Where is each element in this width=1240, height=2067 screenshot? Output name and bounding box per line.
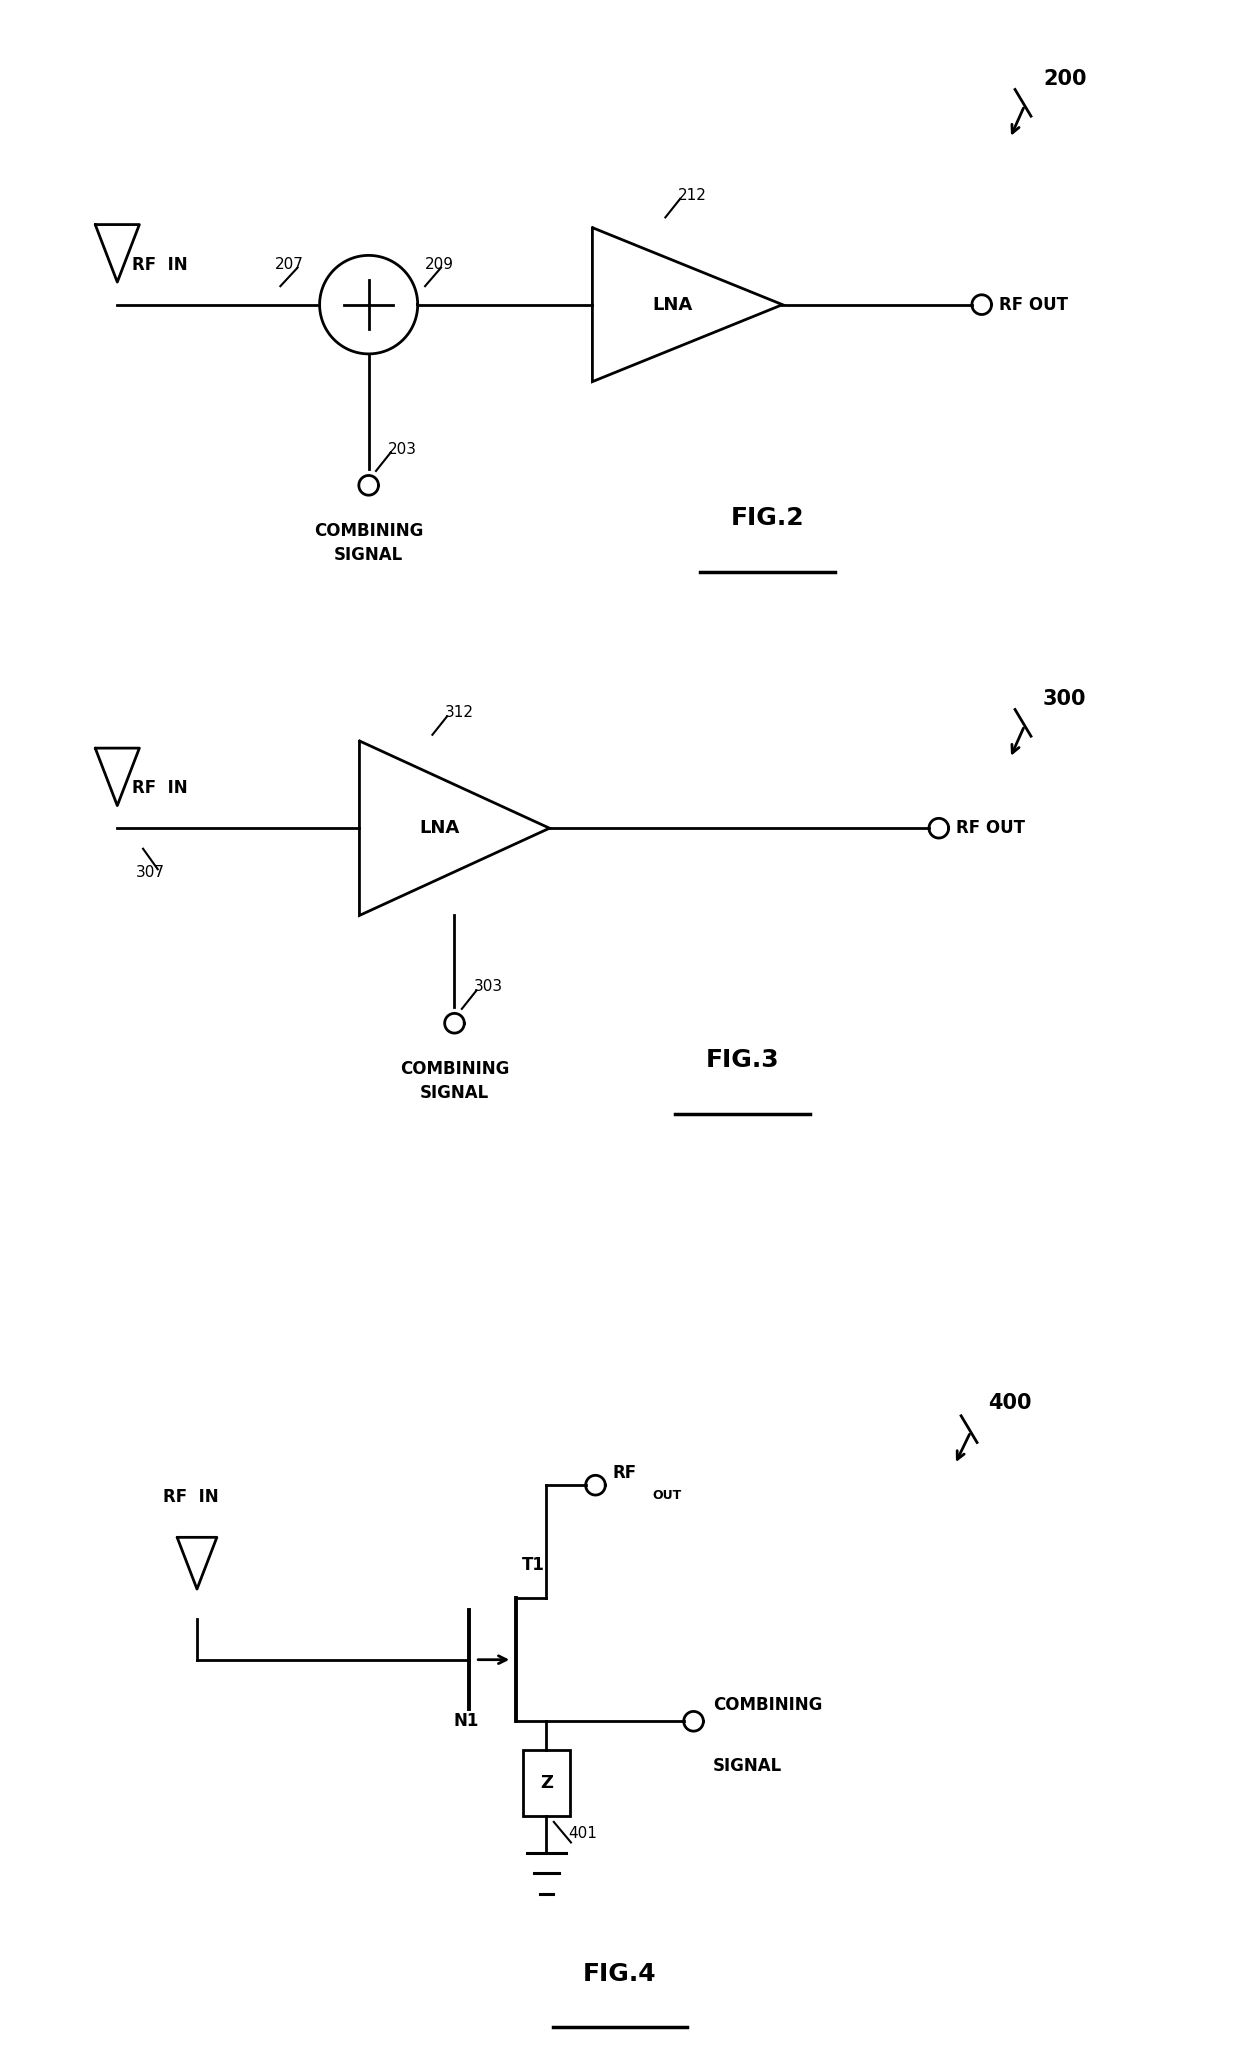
Text: 312: 312 <box>445 705 474 721</box>
Text: 209: 209 <box>425 256 454 271</box>
Text: T1: T1 <box>522 1556 544 1575</box>
Text: COMBINING
SIGNAL: COMBINING SIGNAL <box>314 523 423 564</box>
Text: 307: 307 <box>135 866 165 881</box>
Text: SIGNAL: SIGNAL <box>713 1757 782 1776</box>
Text: 300: 300 <box>1043 688 1086 709</box>
Text: 212: 212 <box>677 188 707 203</box>
Bar <box>523 1751 569 1815</box>
Text: FIG.3: FIG.3 <box>706 1048 780 1073</box>
Text: 207: 207 <box>274 256 304 271</box>
Text: OUT: OUT <box>652 1488 681 1503</box>
Text: RF: RF <box>613 1463 637 1482</box>
Text: 200: 200 <box>1043 68 1086 89</box>
Text: RF  IN: RF IN <box>131 256 187 273</box>
Text: RF  IN: RF IN <box>162 1488 218 1505</box>
Text: RF  IN: RF IN <box>131 779 187 798</box>
Text: Z: Z <box>539 1773 553 1792</box>
Text: RF OUT: RF OUT <box>999 296 1068 314</box>
Text: RF OUT: RF OUT <box>956 819 1025 837</box>
Text: FIG.4: FIG.4 <box>583 1962 657 1986</box>
Text: FIG.2: FIG.2 <box>730 506 804 529</box>
Text: 400: 400 <box>988 1393 1032 1414</box>
Text: LNA: LNA <box>419 819 459 837</box>
Text: 401: 401 <box>568 1825 598 1842</box>
Text: COMBINING: COMBINING <box>713 1695 822 1714</box>
Text: 203: 203 <box>388 442 418 457</box>
Text: N1: N1 <box>454 1711 479 1730</box>
Text: COMBINING
SIGNAL: COMBINING SIGNAL <box>399 1060 510 1102</box>
Text: 303: 303 <box>474 980 503 994</box>
Text: LNA: LNA <box>652 296 692 314</box>
